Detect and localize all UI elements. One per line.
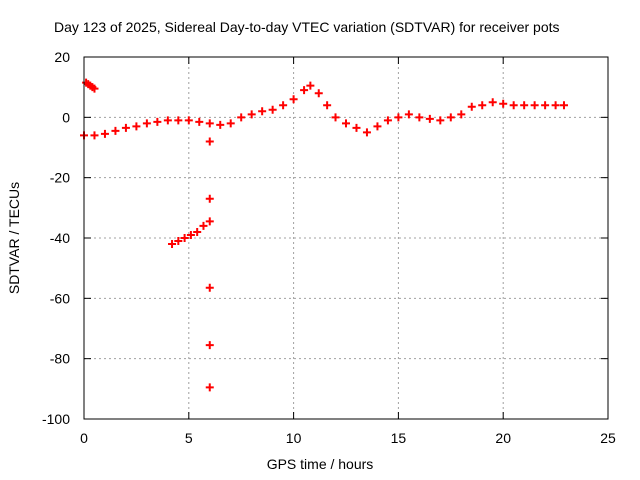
data-point-0-30 bbox=[331, 113, 340, 122]
data-point-0-38 bbox=[415, 113, 424, 122]
data-point-0-53 bbox=[168, 240, 177, 249]
data-point-0-23 bbox=[268, 105, 277, 114]
x-tick-label-5: 25 bbox=[600, 430, 616, 446]
data-point-0-19 bbox=[226, 119, 235, 128]
data-point-0-45 bbox=[488, 98, 497, 107]
data-point-0-33 bbox=[362, 128, 371, 137]
data-point-0-28 bbox=[314, 89, 323, 98]
data-point-0-51 bbox=[551, 101, 560, 110]
data-point-0-10 bbox=[132, 122, 141, 131]
data-point-0-54 bbox=[174, 237, 183, 246]
x-tick-label-4: 20 bbox=[495, 430, 511, 446]
data-point-0-39 bbox=[425, 114, 434, 123]
data-point-0-18 bbox=[216, 120, 225, 129]
data-point-0-52 bbox=[559, 101, 568, 110]
data-point-0-56 bbox=[186, 230, 195, 239]
data-point-0-16 bbox=[195, 117, 204, 126]
x-tick-label-1: 5 bbox=[185, 430, 193, 446]
y-axis-label: SDTVAR / TECUs bbox=[6, 181, 22, 295]
data-point-0-61 bbox=[205, 194, 214, 203]
data-point-0-26 bbox=[300, 86, 309, 95]
data-point-0-17 bbox=[205, 119, 214, 128]
data-point-0-27 bbox=[306, 81, 315, 90]
data-point-0-22 bbox=[258, 107, 267, 116]
data-point-0-32 bbox=[352, 123, 361, 132]
data-point-0-6 bbox=[90, 131, 99, 140]
data-point-0-31 bbox=[342, 119, 350, 128]
data-point-0-29 bbox=[323, 101, 332, 110]
data-point-0-48 bbox=[520, 101, 529, 110]
data-point-0-43 bbox=[467, 102, 476, 111]
data-points bbox=[80, 78, 568, 392]
data-point-0-13 bbox=[163, 116, 172, 125]
data-point-0-8 bbox=[111, 126, 120, 135]
data-point-0-55 bbox=[180, 234, 189, 242]
data-point-0-41 bbox=[446, 113, 455, 122]
grid-lines bbox=[84, 57, 608, 419]
data-point-0-14 bbox=[174, 116, 183, 125]
data-point-0-11 bbox=[142, 119, 151, 128]
data-point-0-63 bbox=[205, 341, 214, 350]
data-point-0-21 bbox=[247, 110, 256, 119]
y-tick-label-5: 0 bbox=[62, 109, 70, 125]
data-point-0-35 bbox=[383, 116, 392, 125]
y-tick-label-1: -80 bbox=[50, 351, 70, 367]
x-tick-label-0: 0 bbox=[80, 430, 88, 446]
data-point-0-20 bbox=[237, 113, 246, 122]
chart-title: Day 123 of 2025, Sidereal Day-to-day VTE… bbox=[54, 19, 560, 35]
data-point-0-9 bbox=[121, 123, 130, 132]
data-point-0-60 bbox=[205, 137, 214, 146]
data-point-0-5 bbox=[90, 84, 99, 93]
data-point-0-40 bbox=[436, 116, 445, 125]
x-tick-label-2: 10 bbox=[286, 430, 302, 446]
data-point-0-44 bbox=[478, 101, 487, 110]
data-point-0-24 bbox=[279, 101, 288, 110]
x-tick-label-3: 15 bbox=[391, 430, 407, 446]
data-point-0-42 bbox=[457, 110, 466, 119]
axis-ticks: 0 5 10 15 20 25 -100 -80 -60 -40 -20 0 20 bbox=[42, 49, 616, 446]
data-point-0-7 bbox=[100, 129, 109, 138]
data-point-0-25 bbox=[289, 95, 298, 104]
y-tick-label-2: -60 bbox=[50, 290, 70, 306]
data-point-0-50 bbox=[541, 101, 550, 110]
data-point-0-57 bbox=[193, 227, 202, 236]
data-point-0-12 bbox=[153, 117, 162, 126]
y-tick-label-4: -20 bbox=[50, 170, 70, 186]
data-point-0-37 bbox=[404, 110, 413, 119]
y-tick-label-6: 20 bbox=[54, 49, 70, 65]
data-point-0-15 bbox=[184, 116, 193, 125]
data-point-0-49 bbox=[530, 101, 539, 110]
data-point-0-64 bbox=[205, 383, 214, 392]
x-axis-label: GPS time / hours bbox=[266, 456, 374, 472]
y-tick-label-3: -40 bbox=[50, 230, 70, 246]
data-point-0-59 bbox=[205, 217, 214, 226]
data-point-0-47 bbox=[509, 101, 518, 110]
y-tick-label-0: -100 bbox=[42, 411, 70, 427]
data-point-0-34 bbox=[373, 122, 382, 131]
data-point-0-36 bbox=[394, 113, 403, 122]
data-point-0-46 bbox=[499, 99, 508, 108]
data-point-0-58 bbox=[199, 221, 208, 230]
data-point-0-62 bbox=[205, 283, 214, 292]
